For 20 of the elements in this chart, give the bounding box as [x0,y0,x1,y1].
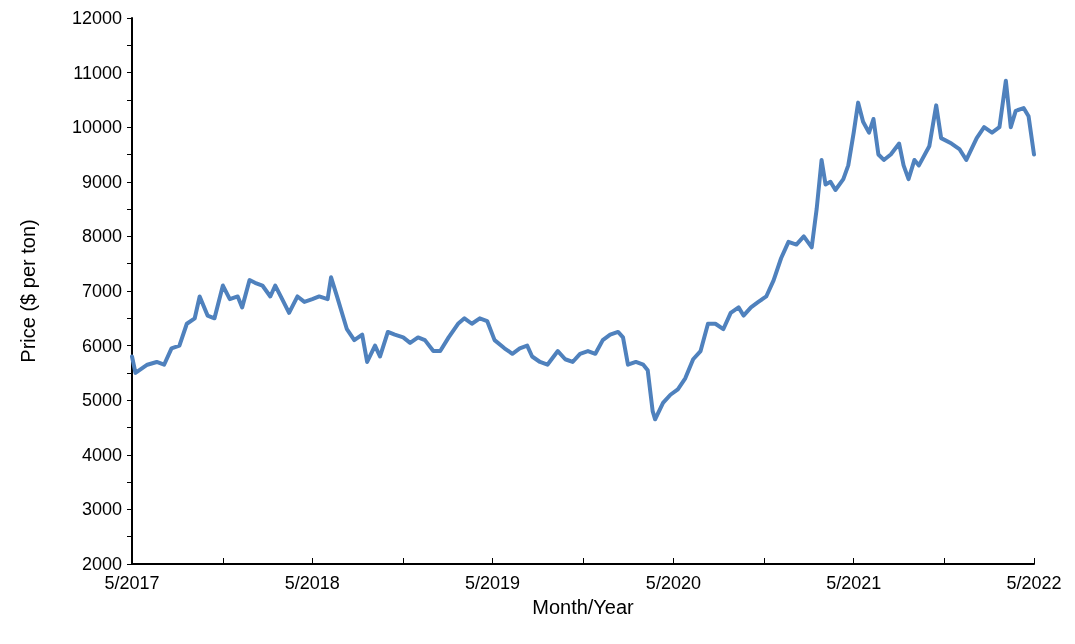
x-tick-label: 5/2020 [645,573,701,593]
x-tick-label: 5/2022 [1006,573,1062,593]
x-tick-label: 5/2017 [104,573,160,593]
y-tick-label: 2000 [81,554,122,574]
y-tick-label: 3000 [81,499,122,520]
x-tick-label: 5/2021 [826,573,882,593]
y-tick-label: 9000 [81,171,122,192]
y-tick-label: 8000 [81,226,122,247]
x-axis-title: Month/Year [532,595,635,618]
y-tick-label: 12000 [71,8,122,28]
y-tick-label: 10000 [71,117,122,138]
x-tick-label: 5/2019 [465,573,521,593]
y-tick-label: 7000 [81,281,122,301]
y-tick-label: 11000 [73,62,122,83]
y-tick-label: 4000 [81,444,122,465]
x-tick-label: 5/2018 [284,573,340,593]
y-tick-label: 5000 [81,390,122,411]
y-axis-title: Price ($ per ton) [17,219,39,363]
line-series [130,78,1036,422]
y-tick-label: 6000 [81,335,122,356]
